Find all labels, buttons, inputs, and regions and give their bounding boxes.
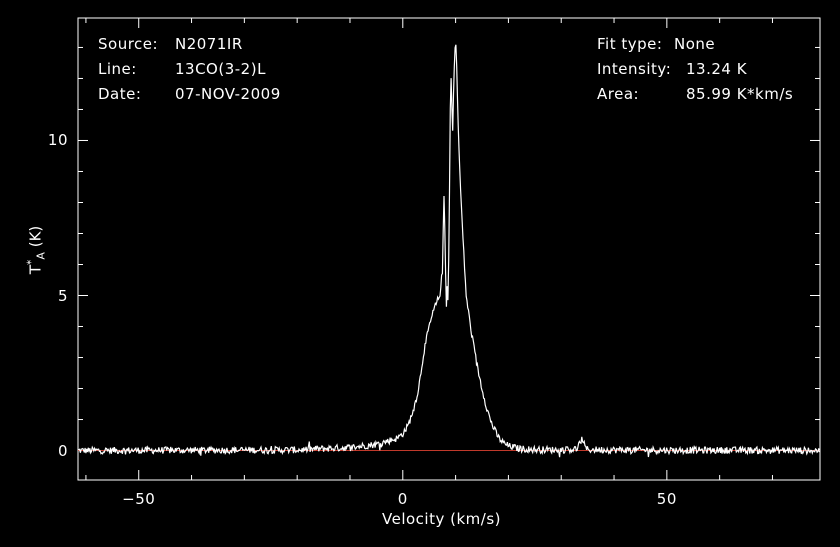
- info-fit-label: Fit type:: [597, 35, 663, 53]
- y-tick-label: 0: [57, 441, 68, 460]
- info-area-label: Area:: [597, 85, 640, 103]
- info-source-label: Source:: [98, 35, 159, 53]
- y-axis-label-sub: A: [34, 252, 48, 260]
- x-axis-label: Velocity (km/s): [382, 510, 501, 528]
- axis-ticks: [78, 18, 820, 480]
- x-tick-label: 0: [397, 490, 408, 508]
- x-tick-label: −50: [122, 490, 156, 508]
- info-intensity-label: Intensity:: [597, 60, 672, 78]
- y-axis-label-main: T: [26, 265, 45, 275]
- info-intensity-value: 13.24 K: [686, 60, 748, 78]
- info-line-label: Line:: [98, 60, 137, 78]
- y-axis-label: T*A (K): [25, 226, 48, 275]
- info-date-value: 07-NOV-2009: [175, 85, 281, 103]
- spectrum-line: [77, 44, 821, 458]
- info-source-value: N2071IR: [175, 35, 243, 53]
- info-date-label: Date:: [98, 85, 142, 103]
- plot-frame: [77, 17, 821, 481]
- y-axis-label-unit: (K): [26, 225, 45, 248]
- x-tick-label: 50: [656, 490, 677, 508]
- y-axis-label-sup: *: [24, 259, 38, 266]
- y-tick-label: 10: [47, 131, 68, 150]
- info-area-value: 85.99 K*km/s: [686, 85, 794, 103]
- info-fit-value: None: [674, 35, 716, 53]
- info-line-value: 13CO(3-2)L: [175, 60, 266, 78]
- y-tick-label: 5: [57, 286, 68, 305]
